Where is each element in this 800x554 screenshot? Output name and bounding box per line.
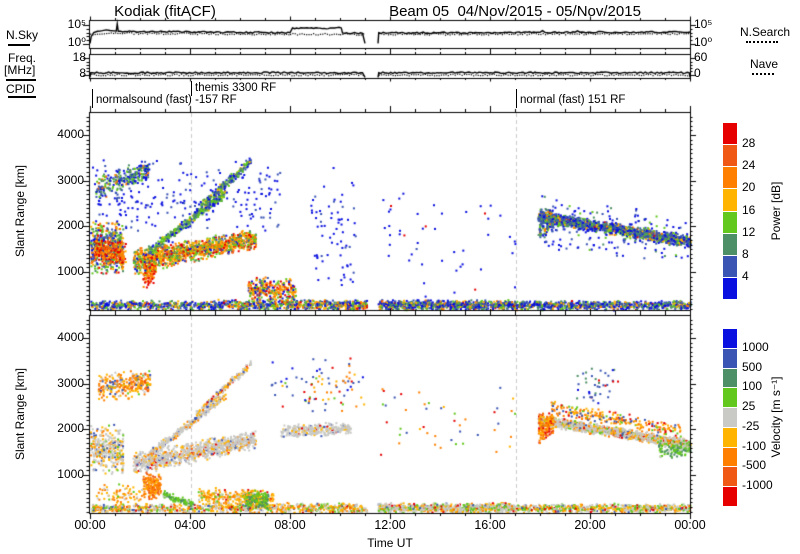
xtick-6: 00:00 [674,518,706,532]
power-colorbar-title: Power [dB] [769,181,783,241]
cb-vel-label-500: 500 [742,359,763,374]
velocity-ytick-1000: 1000 [57,467,84,482]
cb-power-segment-4 [723,211,737,233]
cpid-divider-2 [516,89,517,108]
xaxis-title: Time UT [367,536,413,550]
cb-power-segment-7 [723,277,737,299]
cpid-entry-2: normal (fast) 151 RF [520,94,626,106]
nsky-axis-label: N.Sky [6,28,39,42]
cpid-entry-0: normalsound (fast) -157 RF [96,94,237,106]
nsky-solid-key-icon [8,44,30,46]
xtick-1: 04:00 [174,518,206,532]
power-ytick-1000: 1000 [57,264,84,279]
cb-vel-label--25: -25 [742,418,760,433]
cpid-divider-0 [92,89,93,108]
freq-axis-label-2: [MHz] [4,63,36,77]
nsky-tick-bottom: 10⁰ [67,35,86,49]
cb-vel-segment-7 [723,467,737,487]
cb-vel-label-25: 25 [742,399,756,414]
cb-power-label-16: 16 [742,202,756,217]
velocity-colorbar [723,329,737,507]
freq-tick-top: 18 [72,50,86,64]
cb-power-label-4: 4 [742,268,749,283]
xtick-5: 20:00 [574,518,606,532]
cb-vel-segment-0 [723,329,737,348]
nave-label: Nave [750,57,779,71]
cb-power-label-24: 24 [742,158,756,173]
freq-tick-bottom: 8 [79,66,86,80]
cb-power-segment-3 [723,189,737,211]
cb-vel-segment-3 [723,388,737,408]
cb-power-segment-0 [723,123,737,145]
power-ytick-4000: 4000 [57,126,84,141]
cb-vel-label-1000: 1000 [742,339,769,354]
velocity-colorbar-title: Velocity [m s⁻¹] [769,376,783,458]
nave-tick-bottom: 0 [694,66,701,80]
velocity-ytick-2000: 2000 [57,421,84,436]
cpid-entry-1: themis 3300 RF [195,82,277,94]
cpid-key-icon [8,96,36,98]
power-yaxis-title: Slant Range [km] [13,164,27,258]
nave-tick-top: 60 [694,50,708,64]
cb-vel-label--100: -100 [742,438,767,453]
cpid-label: CPID [6,82,35,96]
freq-solid-key-icon [6,79,36,81]
nsky-tick-top: 10⁵ [67,17,86,31]
cpid-divider-1 [191,81,192,96]
nsky-right-tick-bottom: 10⁰ [694,35,713,49]
power-ytick-3000: 3000 [57,172,84,187]
cb-power-segment-5 [723,233,737,255]
cb-vel-segment-8 [723,487,737,507]
xtick-4: 16:00 [474,518,506,532]
cb-power-segment-1 [723,145,737,167]
cb-vel-label--500: -500 [742,458,767,473]
cb-power-label-28: 28 [742,136,756,151]
velocity-ytick-3000: 3000 [57,375,84,390]
freq-axis-label-1: Freq. [8,51,37,65]
cb-vel-segment-4 [723,408,737,427]
cb-power-label-8: 8 [742,246,749,261]
power-colorbar [723,123,737,299]
nsearch-label: N.Search [740,25,791,39]
xtick-3: 12:00 [374,518,406,532]
cb-power-label-20: 20 [742,180,756,195]
cb-vel-segment-5 [723,427,737,447]
radar-title: Kodiak (fitACF) [114,3,216,20]
cb-vel-segment-2 [723,368,737,388]
nave-dotted-key-icon [752,73,774,75]
beam-date-title: Beam 05 04/Nov/2015 - 05/Nov/2015 [389,3,641,20]
cb-vel-segment-6 [723,447,737,467]
cb-vel-label--1000: -1000 [742,478,773,493]
velocity-yaxis-title: Slant Range [km] [13,367,27,461]
cb-power-label-12: 12 [742,224,756,239]
cb-power-segment-2 [723,167,737,189]
xtick-2: 08:00 [274,518,306,532]
cb-vel-segment-1 [723,348,737,368]
cb-power-segment-6 [723,255,737,277]
power-ytick-2000: 2000 [57,218,84,233]
xtick-0: 00:00 [74,518,106,532]
velocity-ytick-4000: 4000 [57,329,84,344]
cb-vel-label-100: 100 [742,379,763,394]
nsky-right-tick-top: 10⁵ [694,17,713,31]
nsearch-dotted-key-icon [746,41,778,43]
